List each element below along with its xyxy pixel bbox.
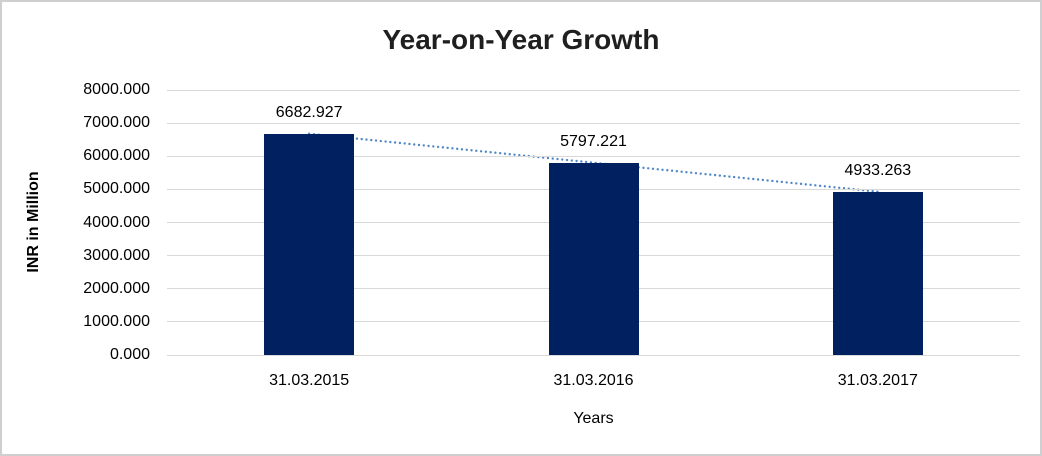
bar-value-label: 6682.927 [275, 103, 343, 121]
y-tick-label: 1000.000 [83, 312, 150, 330]
chart-title: Year-on-Year Growth [382, 24, 660, 55]
x-category-label: 31.03.2016 [553, 372, 634, 389]
y-tick-label: 4000.000 [83, 213, 150, 231]
gridline [167, 122, 1020, 124]
bar [264, 133, 355, 355]
y-tick-label: 7000.000 [83, 114, 150, 132]
x-category-label: 31.03.2017 [837, 372, 918, 389]
bar [832, 191, 923, 355]
x-axis-title: Years [573, 410, 614, 427]
y-tick-label: 8000.000 [83, 81, 150, 98]
gridline [167, 354, 1020, 356]
gridline [167, 89, 1020, 91]
gridline [167, 155, 1020, 157]
bar-value-label: 5797.221 [560, 132, 627, 150]
x-category-label: 31.03.2015 [269, 372, 350, 389]
y-tick-label: 3000.000 [83, 246, 150, 264]
bar [548, 162, 639, 355]
y-tick-label: 2000.000 [83, 279, 150, 297]
bar-value-label: 4933.263 [844, 161, 912, 179]
y-tick-label: 6000.000 [83, 147, 150, 165]
y-tick-label: 0.000 [109, 346, 150, 363]
y-tick-label: 5000.000 [83, 180, 150, 198]
